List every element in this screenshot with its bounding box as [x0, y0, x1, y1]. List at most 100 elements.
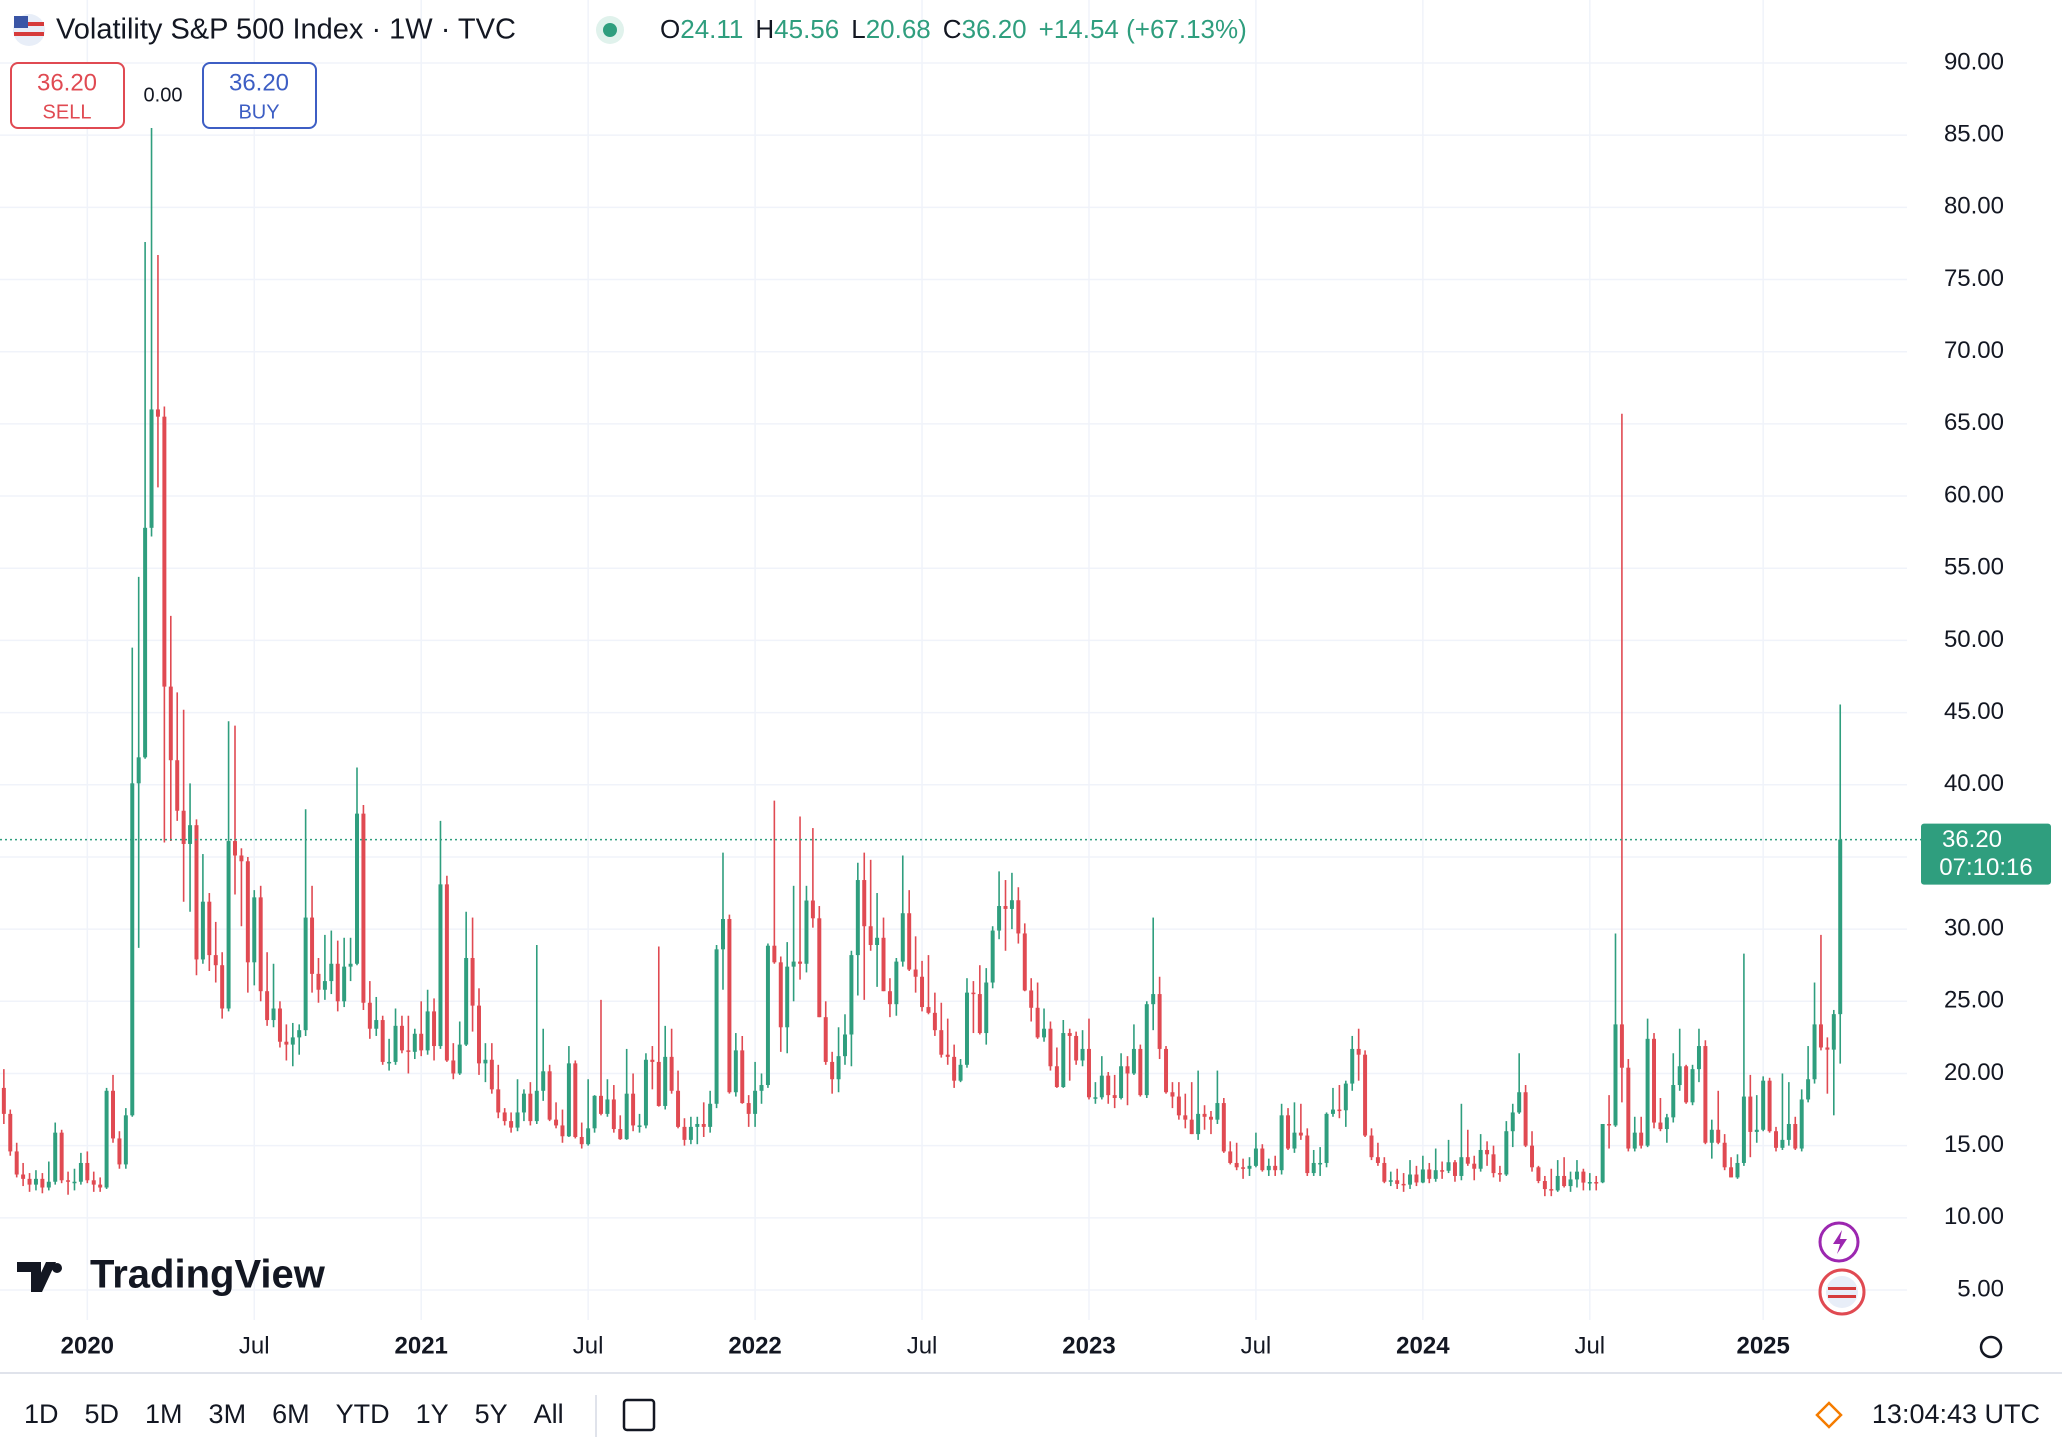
candle-body: [1138, 1048, 1143, 1096]
candle-body: [78, 1162, 83, 1182]
candle-body: [1369, 1135, 1374, 1158]
sell-price: 36.20: [37, 69, 97, 96]
candle-body: [239, 855, 244, 862]
candle-body: [1234, 1162, 1239, 1168]
candle-body: [1, 1087, 6, 1114]
x-tick-label: Jul: [1241, 1332, 1272, 1359]
candle-body: [714, 949, 719, 1104]
ohlc-key: L: [851, 14, 865, 44]
candle-body: [451, 1060, 456, 1074]
range-button[interactable]: 1Y: [416, 1399, 449, 1429]
candle-body: [1664, 1117, 1669, 1130]
range-button[interactable]: YTD: [336, 1399, 390, 1429]
y-tick-label: 40.00: [1944, 770, 2004, 797]
logo-text: TradingView: [90, 1253, 326, 1297]
candle-body: [477, 1005, 481, 1064]
candle-body: [528, 1093, 533, 1122]
range-button[interactable]: 1D: [24, 1399, 59, 1429]
flag-canton: [14, 16, 28, 28]
header: Volatility S&P 500 Index · 1W · TVC O24.…: [13, 14, 1247, 46]
candle-body: [1311, 1162, 1316, 1174]
candle-body: [830, 1061, 835, 1080]
candle-body: [8, 1113, 13, 1152]
candle-body: [1459, 1157, 1464, 1176]
candle-body: [1504, 1131, 1509, 1175]
candle-body: [1774, 1131, 1779, 1148]
candle-body: [136, 757, 141, 784]
settings-icon[interactable]: [1979, 1335, 2003, 1359]
candle-body: [990, 930, 995, 983]
goto-date-icon[interactable]: [622, 1398, 656, 1432]
candle-body: [708, 1103, 713, 1127]
candle-body: [21, 1174, 26, 1179]
candle-body: [1542, 1181, 1547, 1190]
candle-body: [817, 918, 822, 1018]
candle-body: [900, 913, 905, 962]
candle-body: [1080, 1048, 1085, 1061]
range-button[interactable]: 3M: [209, 1399, 247, 1429]
candle-body: [1433, 1170, 1438, 1179]
candle-body: [46, 1181, 51, 1188]
candle-body: [1196, 1113, 1201, 1135]
candle-body: [1125, 1066, 1130, 1074]
candle-body: [1427, 1169, 1432, 1179]
candle-body: [521, 1093, 526, 1113]
candle-body: [1086, 1048, 1091, 1098]
candle-body: [1414, 1174, 1419, 1183]
candle-body: [554, 1119, 559, 1126]
candle-body: [798, 961, 803, 964]
candle-body: [1600, 1123, 1605, 1183]
candle-body: [1119, 1066, 1124, 1099]
candle-body: [213, 955, 218, 966]
candle-body: [1703, 1046, 1708, 1143]
candle-body: [1658, 1122, 1663, 1130]
range-button[interactable]: 6M: [272, 1399, 310, 1429]
y-tick-label: 80.00: [1944, 193, 2004, 220]
candle-body: [772, 945, 777, 963]
candle-body: [155, 409, 160, 417]
candle-body: [727, 919, 732, 1093]
candle-body: [85, 1162, 90, 1181]
candle-body: [1497, 1173, 1502, 1175]
replay-icon[interactable]: [1815, 1401, 1843, 1429]
candle-body: [573, 1063, 578, 1137]
y-tick-label: 70.00: [1944, 337, 2004, 364]
buy-button[interactable]: [202, 62, 317, 129]
candle-body: [958, 1064, 963, 1081]
range-button[interactable]: 1M: [145, 1399, 183, 1429]
candle-body: [534, 1090, 539, 1122]
symbol-title[interactable]: Volatility S&P 500 Index · 1W · TVC: [56, 14, 516, 46]
y-tick-label: 10.00: [1944, 1203, 2004, 1230]
candle-body: [91, 1180, 96, 1185]
candle-body: [1472, 1163, 1477, 1169]
candle-body: [271, 1008, 276, 1021]
range-button[interactable]: All: [534, 1399, 564, 1429]
candle-body: [1189, 1119, 1194, 1135]
candle-body: [53, 1132, 58, 1182]
candle-body: [233, 841, 237, 856]
x-tick-label: 2025: [1736, 1332, 1789, 1359]
candle-body: [1035, 1007, 1040, 1038]
logo-dot: [52, 1263, 62, 1273]
candle-body: [836, 1056, 841, 1080]
trade-panel: 36.20 SELL 0.00 36.20 BUY: [10, 62, 317, 129]
candle-body: [1652, 1038, 1657, 1123]
y-tick-label: 20.00: [1944, 1059, 2004, 1086]
candle-body: [72, 1181, 77, 1184]
candle-body: [759, 1085, 764, 1091]
candle-body: [611, 1099, 616, 1130]
candle-body: [1042, 1028, 1047, 1038]
candle-body: [1273, 1165, 1278, 1171]
candle-body: [162, 416, 167, 687]
candle-body: [913, 969, 918, 977]
candle-body: [1363, 1054, 1368, 1136]
range-button[interactable]: 5D: [85, 1399, 120, 1429]
flag-stripe: [14, 22, 44, 26]
sell-button[interactable]: [10, 62, 125, 129]
candle-body: [335, 963, 340, 1002]
range-button[interactable]: 5Y: [475, 1399, 508, 1429]
candle-body: [862, 880, 867, 927]
candle-body: [175, 760, 180, 811]
candle-body: [457, 1044, 462, 1074]
candle-body: [1639, 1132, 1644, 1146]
